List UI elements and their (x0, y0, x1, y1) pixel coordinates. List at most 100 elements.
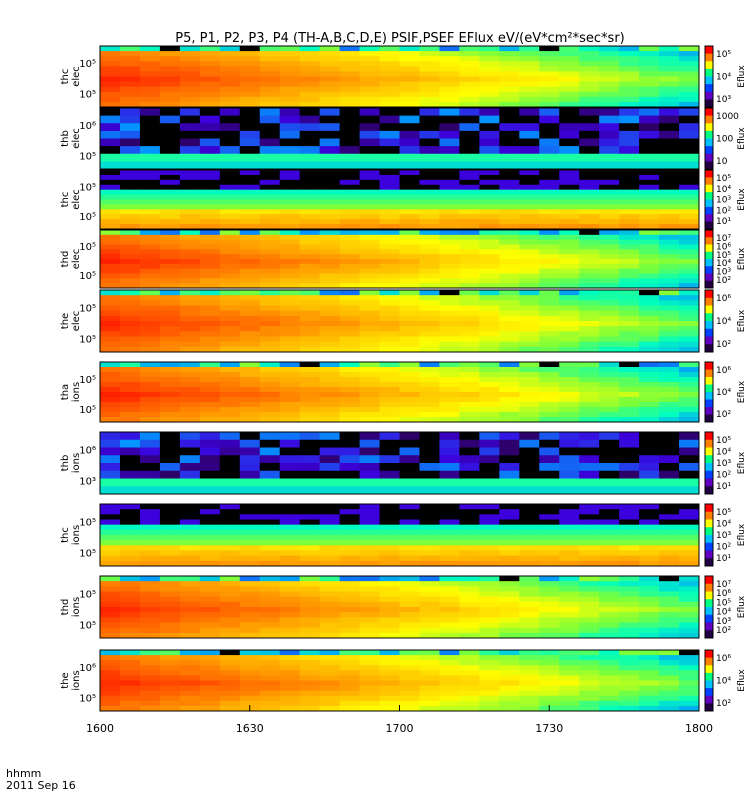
heat-cell (159, 455, 181, 464)
heat-cell (419, 412, 440, 418)
heat-cell (579, 184, 600, 191)
heat-cell (379, 509, 400, 515)
heat-cell (319, 184, 341, 191)
heat-cell (599, 263, 620, 270)
heat-cell (599, 146, 620, 155)
heat-cell (599, 331, 620, 337)
heat-cell (179, 295, 201, 301)
heat-cell (399, 675, 420, 681)
heat-cell (139, 184, 161, 191)
heat-cell (619, 680, 640, 687)
heat-cell (279, 555, 301, 562)
heat-cell (359, 524, 381, 531)
heat-cell (419, 632, 440, 639)
heat-cell (119, 46, 141, 52)
heat-cell (100, 278, 121, 284)
heat-cell (139, 219, 161, 225)
heat-cell (639, 655, 660, 661)
heat-cell (100, 91, 121, 98)
heat-cell (459, 86, 480, 93)
heat-cell (639, 407, 660, 413)
heat-cell (639, 596, 660, 603)
heat-cell (659, 46, 680, 52)
heat-cell (219, 504, 241, 510)
heat-cell (499, 486, 520, 495)
heat-cell (679, 447, 700, 456)
heat-cell (159, 283, 181, 289)
heat-cell (599, 61, 620, 67)
heat-cell (539, 555, 560, 562)
colorbar-tick-label: 10⁵ (716, 174, 731, 184)
heat-cell (100, 184, 121, 191)
heat-cell (619, 576, 640, 582)
panel-species-label: elec (71, 249, 82, 270)
heat-cell (159, 263, 181, 270)
heat-cell (179, 290, 201, 296)
heat-cell (539, 680, 560, 687)
heat-cell (379, 283, 400, 289)
heat-cell (299, 362, 321, 368)
heat-cell (139, 51, 161, 57)
heat-cell (479, 576, 500, 582)
colorbar-segment (705, 130, 713, 139)
heat-cell (319, 295, 341, 301)
heat-cell (619, 290, 640, 296)
heat-cell (539, 56, 560, 62)
heat-cell (659, 86, 680, 93)
heat-cell (299, 46, 321, 52)
heat-cell (559, 295, 580, 301)
heat-cell (479, 194, 500, 200)
heat-cell (339, 660, 361, 666)
heat-cell (279, 463, 301, 472)
heat-cell (279, 153, 301, 162)
panel-frame (99, 45, 700, 108)
heat-cell (479, 387, 500, 393)
heat-cell (419, 179, 440, 186)
heat-cell (599, 346, 620, 353)
heat-cell (219, 705, 241, 712)
heat-cell (619, 377, 640, 383)
heat-cell (159, 108, 181, 117)
heat-cell (279, 447, 301, 456)
heat-cell (259, 249, 281, 255)
heat-cell (100, 545, 121, 551)
heat-cell (639, 153, 660, 162)
heat-cell (259, 209, 281, 215)
heat-cell (139, 387, 161, 393)
heat-cell (619, 529, 640, 536)
heat-cell (179, 346, 201, 353)
colorbar-segment (705, 115, 713, 124)
heat-cell (299, 470, 321, 479)
heat-cell (119, 115, 141, 124)
heat-cell (119, 170, 141, 176)
heat-cell (379, 586, 400, 592)
heat-cell (279, 239, 301, 245)
heat-cell (119, 184, 141, 191)
y-tick-label: 10⁶ (79, 445, 96, 456)
heat-cell (499, 402, 520, 408)
heat-cell (559, 115, 580, 124)
heat-cell (179, 529, 201, 536)
heat-cell (579, 273, 600, 279)
heat-cell (539, 283, 560, 289)
heat-cell (139, 519, 161, 526)
heat-cell (639, 417, 660, 423)
heat-cell (159, 519, 181, 526)
heat-cell (219, 346, 241, 353)
heat-cell (579, 455, 600, 464)
heat-cell (199, 331, 221, 337)
heat-cell (559, 387, 580, 393)
heat-cell (219, 397, 241, 403)
heat-cell (579, 300, 600, 306)
colorbar-tick-label: 10² (716, 340, 731, 350)
heat-cell (519, 290, 540, 296)
heat-cell (279, 51, 301, 57)
heat-cell (679, 46, 700, 52)
heat-cell (379, 402, 400, 408)
heat-cell (499, 249, 520, 255)
heat-cell (659, 392, 680, 398)
heat-cell (279, 259, 301, 265)
heat-cell (239, 382, 261, 388)
heat-cell (159, 665, 181, 671)
heat-cell (219, 372, 241, 378)
